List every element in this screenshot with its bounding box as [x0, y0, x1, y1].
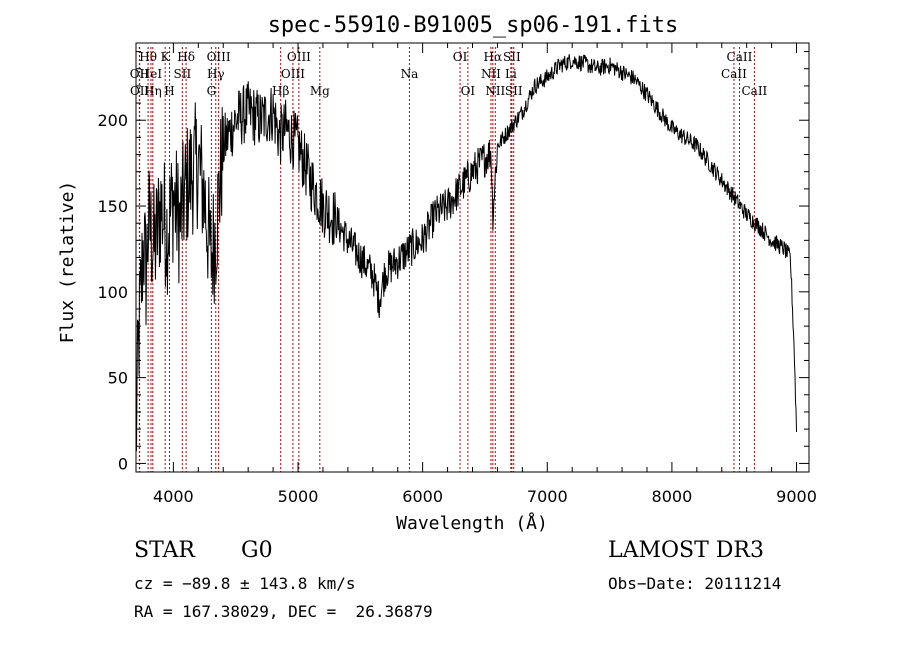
line-label: HeI: [140, 67, 163, 81]
line-label: NII: [485, 84, 505, 98]
survey-name: LAMOST DR3: [608, 538, 764, 563]
y-tick-label: 0: [118, 454, 128, 473]
chart-title: spec-55910-B91005_sp06-191.fits: [268, 13, 679, 38]
x-tick-label: 9000: [776, 487, 817, 506]
object-subclass: G0: [241, 538, 273, 563]
redshift-velocity: cz = −89.8 ± 143.8 km/s: [134, 574, 356, 593]
line-label: Hδ: [177, 50, 195, 64]
line-label: Hβ: [272, 84, 289, 98]
line-label: Hθ: [139, 50, 157, 64]
y-tick-label: 200: [97, 111, 128, 130]
line-label: Mg: [310, 84, 330, 98]
y-tick-label: 150: [97, 197, 128, 216]
line-label: G: [207, 84, 217, 98]
plot-frame: [135, 42, 810, 473]
line-label: OII: [130, 84, 150, 98]
x-tick-label: 8000: [652, 487, 693, 506]
y-axis: 0 50 100 150 200: [97, 51, 809, 473]
observation-date: Obs−Date: 20111214: [608, 574, 782, 593]
spectrum-line: [135, 54, 797, 452]
y-tick-label: 100: [97, 283, 128, 302]
line-label: CaII: [741, 84, 767, 98]
x-tick-label: 5000: [278, 487, 319, 506]
x-axis-label: Wavelength (Å): [396, 512, 548, 534]
line-label: OI: [461, 84, 476, 98]
object-class: STAR: [134, 538, 195, 563]
y-axis-label: Flux (relative): [57, 181, 78, 344]
line-label: Hη: [144, 84, 162, 98]
line-label: Li: [505, 67, 517, 81]
spectrum-layer: [135, 54, 797, 452]
y-tick-label: 50: [108, 369, 128, 388]
line-label: H: [164, 84, 174, 98]
line-label: OII: [130, 67, 150, 81]
line-label: CaII: [721, 67, 747, 81]
line-label: SII: [174, 67, 192, 81]
line-label: SII: [503, 50, 521, 64]
line-label: OIII: [281, 67, 305, 81]
line-label: NII: [481, 67, 501, 81]
line-label: SII: [505, 84, 523, 98]
line-label: OI: [453, 50, 468, 64]
x-tick-label: 4000: [153, 487, 194, 506]
line-label: K: [161, 50, 171, 64]
line-label: Hα: [484, 50, 503, 64]
x-tick-label: 7000: [527, 487, 568, 506]
x-tick-label: 6000: [402, 487, 443, 506]
line-label: OIII: [207, 50, 231, 64]
line-label: CaII: [727, 50, 753, 64]
line-label: Hγ: [207, 67, 225, 81]
line-label: OIII: [287, 50, 311, 64]
x-axis: 4000 5000 6000 7000 8000 9000: [153, 43, 817, 506]
line-label: Na: [401, 67, 419, 81]
coordinates: RA = 167.38029, DEC = 26.36879: [134, 602, 433, 621]
